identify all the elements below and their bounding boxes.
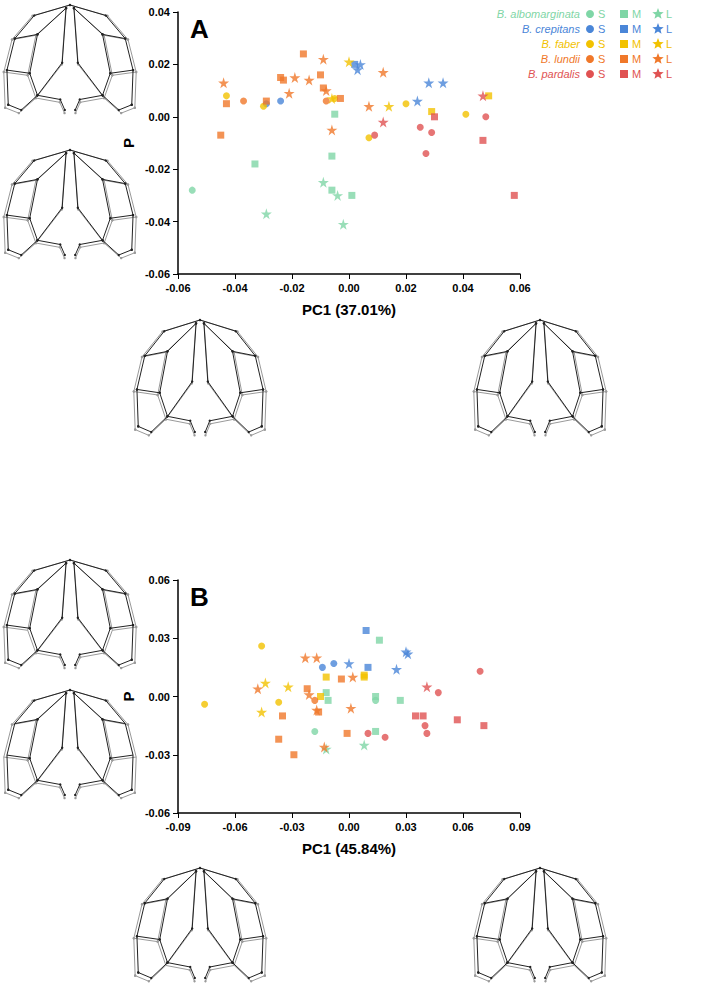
svg-text:S: S bbox=[598, 38, 605, 50]
svg-text:0.04: 0.04 bbox=[452, 282, 474, 294]
svg-text:PC1 (37.01%): PC1 (37.01%) bbox=[302, 301, 396, 318]
svg-text:S: S bbox=[598, 23, 605, 35]
svg-text:B. albomarginata: B. albomarginata bbox=[497, 8, 580, 20]
svg-text:-0.03: -0.03 bbox=[145, 749, 170, 761]
svg-text:L: L bbox=[666, 8, 672, 20]
svg-text:B. crepitans: B. crepitans bbox=[522, 23, 581, 35]
svg-text:B: B bbox=[190, 582, 209, 612]
svg-text:B. faber: B. faber bbox=[541, 38, 581, 50]
svg-text:S: S bbox=[598, 68, 605, 80]
svg-text:P: P bbox=[120, 138, 137, 148]
svg-text:0.02: 0.02 bbox=[149, 58, 170, 70]
svg-text:0.06: 0.06 bbox=[509, 282, 530, 294]
svg-text:0.03: 0.03 bbox=[149, 632, 170, 644]
svg-text:PC1 (45.84%): PC1 (45.84%) bbox=[302, 840, 396, 857]
svg-text:M: M bbox=[632, 8, 641, 20]
svg-text:-0.06: -0.06 bbox=[145, 268, 170, 280]
svg-text:0.00: 0.00 bbox=[149, 691, 170, 703]
svg-text:0.03: 0.03 bbox=[395, 821, 416, 833]
svg-text:-0.04: -0.04 bbox=[145, 216, 171, 228]
svg-text:0.00: 0.00 bbox=[338, 821, 359, 833]
svg-text:-0.06: -0.06 bbox=[222, 821, 247, 833]
svg-text:0.00: 0.00 bbox=[149, 111, 170, 123]
svg-text:0.06: 0.06 bbox=[452, 821, 473, 833]
svg-text:B. lundii: B. lundii bbox=[541, 53, 581, 65]
svg-text:-0.09: -0.09 bbox=[165, 821, 190, 833]
svg-text:A: A bbox=[190, 14, 209, 44]
svg-text:L: L bbox=[666, 53, 672, 65]
svg-text:0.02: 0.02 bbox=[395, 282, 416, 294]
svg-text:B. pardalis: B. pardalis bbox=[528, 68, 580, 80]
svg-text:M: M bbox=[632, 68, 641, 80]
svg-text:M: M bbox=[632, 38, 641, 50]
svg-text:-0.02: -0.02 bbox=[279, 282, 304, 294]
svg-text:S: S bbox=[598, 53, 605, 65]
svg-text:0.06: 0.06 bbox=[149, 574, 170, 586]
svg-text:L: L bbox=[666, 38, 672, 50]
svg-text:0.04: 0.04 bbox=[149, 6, 171, 18]
svg-text:-0.04: -0.04 bbox=[222, 282, 248, 294]
svg-text:0.09: 0.09 bbox=[509, 821, 530, 833]
svg-text:0.00: 0.00 bbox=[338, 282, 359, 294]
svg-text:-0.06: -0.06 bbox=[165, 282, 190, 294]
svg-text:-0.02: -0.02 bbox=[145, 163, 170, 175]
svg-text:P: P bbox=[120, 691, 137, 701]
svg-text:S: S bbox=[598, 8, 605, 20]
svg-text:M: M bbox=[632, 53, 641, 65]
svg-text:M: M bbox=[632, 23, 641, 35]
svg-text:-0.03: -0.03 bbox=[279, 821, 304, 833]
svg-text:L: L bbox=[666, 68, 672, 80]
svg-text:-0.06: -0.06 bbox=[145, 807, 170, 819]
svg-text:L: L bbox=[666, 23, 672, 35]
